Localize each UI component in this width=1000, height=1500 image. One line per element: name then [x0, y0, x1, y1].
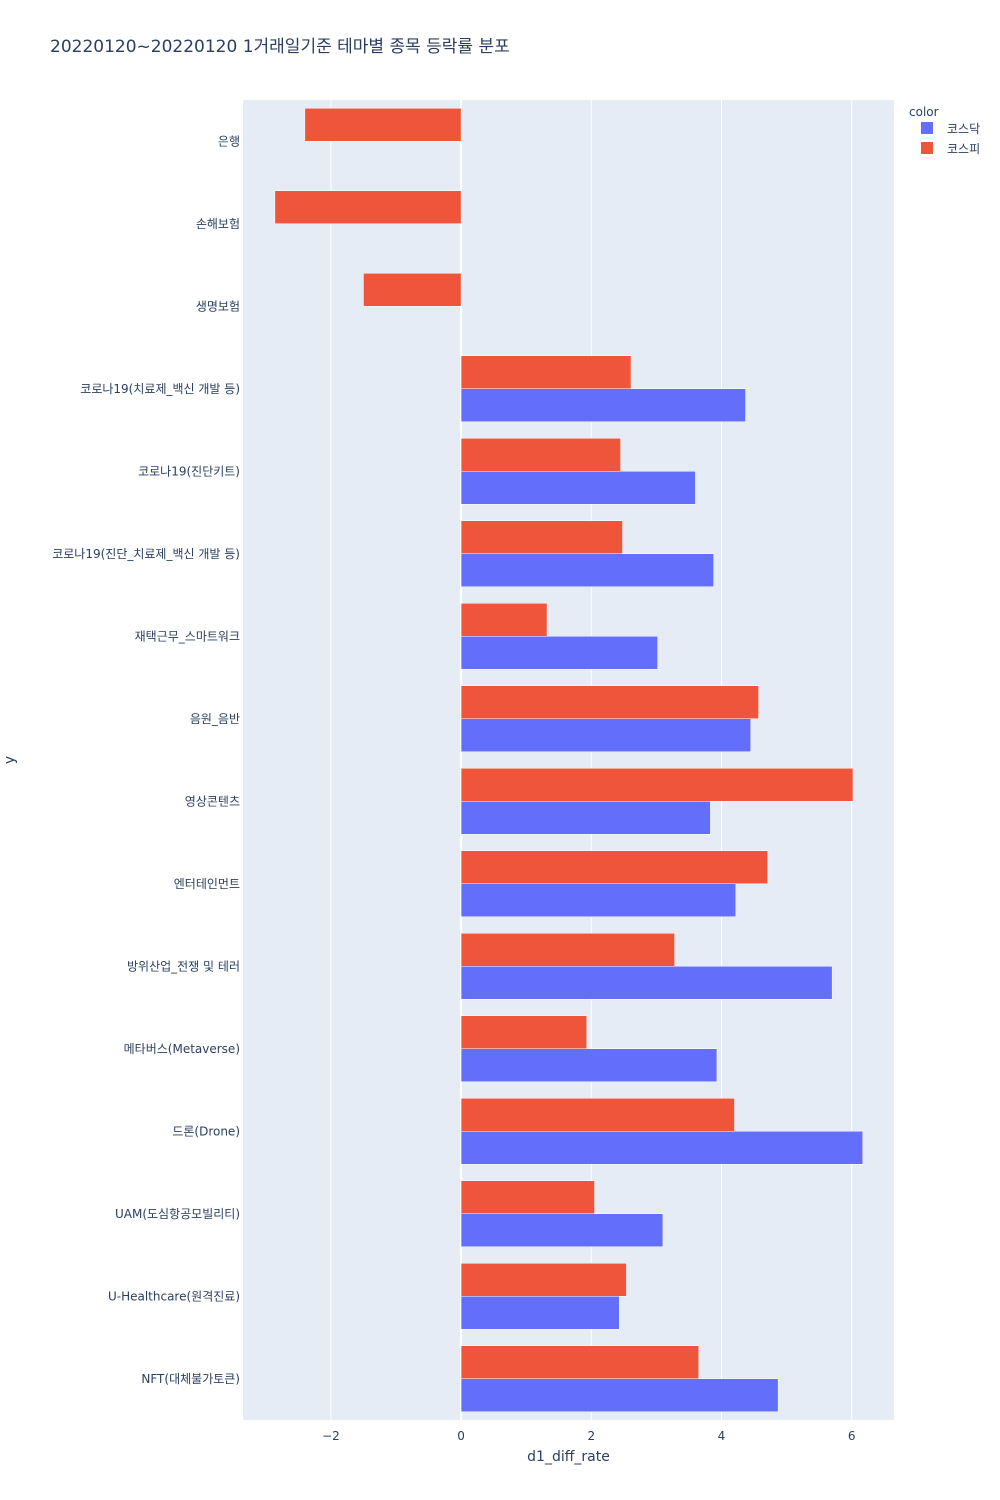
y-tick-label: 메타버스(Metaverse) — [124, 1042, 240, 1056]
legend-title: color — [909, 105, 939, 119]
bar-코스피 — [460, 1345, 699, 1379]
bar-코스피 — [460, 1098, 735, 1132]
bar-코스피 — [460, 850, 768, 884]
y-tick-label: 손해보험 — [196, 217, 240, 231]
bar-코스피 — [460, 685, 759, 719]
y-tick-label: 재택근무_스마트워크 — [135, 629, 240, 643]
x-tick-labels: −2 0 2 4 6 — [322, 1429, 855, 1443]
x-axis-title: d1_diff_rate — [527, 1449, 610, 1465]
bar-코스닥 — [460, 1048, 718, 1082]
y-tick-label: 음원_음반 — [190, 712, 240, 726]
bar-코스피 — [460, 933, 675, 967]
bar-코스피 — [460, 768, 854, 802]
bar-코스피 — [460, 355, 632, 389]
x-tick-label: 6 — [848, 1429, 856, 1443]
bar-코스닥 — [460, 883, 737, 917]
x-tick-label: 2 — [587, 1429, 595, 1443]
bar-코스피 — [274, 190, 462, 224]
x-tick-label: 4 — [718, 1429, 726, 1443]
bar-코스닥 — [460, 966, 833, 1000]
chart-title: 20220120~20220120 1거래일기준 테마별 종목 등락률 분포 — [50, 37, 510, 57]
bar-코스닥 — [460, 718, 752, 752]
bar-코스닥 — [460, 1378, 779, 1412]
legend-label[interactable]: 코스닥 — [947, 122, 980, 136]
bar-코스닥 — [460, 801, 711, 835]
bar-코스피 — [363, 273, 462, 307]
bar-코스닥 — [460, 636, 658, 670]
y-tick-label: 엔터테인먼트 — [174, 877, 240, 891]
y-tick-label: 영상콘텐츠 — [185, 794, 240, 808]
legend-swatch[interactable] — [921, 122, 933, 134]
x-tick-label: 0 — [457, 1429, 465, 1443]
y-tick-label: UAM(도심항공모빌리티) — [115, 1207, 240, 1221]
y-tick-label: 생명보험 — [196, 299, 240, 313]
bar-코스닥 — [460, 553, 714, 587]
bars — [274, 108, 864, 1412]
bar-코스피 — [460, 603, 548, 637]
bar-코스피 — [460, 1180, 595, 1214]
bar-코스피 — [304, 108, 462, 142]
y-tick-label: 코로나19(치료제_백신 개발 등) — [80, 382, 240, 396]
y-tick-label: 코로나19(진단_치료제_백신 개발 등) — [52, 547, 240, 561]
y-axis-title: y — [2, 756, 18, 764]
y-tick-label: 은행 — [218, 133, 240, 148]
y-tick-label: U-Healthcare(원격진료) — [108, 1289, 240, 1303]
bar-코스닥 — [460, 1296, 620, 1330]
y-tick-label: 방위산업_전쟁 및 테러 — [127, 959, 240, 973]
bar-코스닥 — [460, 388, 746, 422]
legend-label[interactable]: 코스피 — [947, 142, 980, 156]
bar-코스닥 — [460, 1213, 664, 1247]
legend-swatch[interactable] — [921, 142, 933, 154]
bar-코스닥 — [460, 471, 696, 505]
bar-코스피 — [460, 438, 621, 472]
y-tick-label: 드론(Drone) — [172, 1124, 240, 1138]
bar-코스피 — [460, 1263, 627, 1297]
x-tick-label: −2 — [322, 1429, 340, 1443]
y-tick-label: 코로나19(진단키트) — [138, 464, 240, 478]
y-tick-label: NFT(대체불가토큰) — [141, 1372, 240, 1386]
bar-코스닥 — [460, 1131, 864, 1165]
bar-코스피 — [460, 520, 623, 554]
bar-코스피 — [460, 1015, 587, 1049]
